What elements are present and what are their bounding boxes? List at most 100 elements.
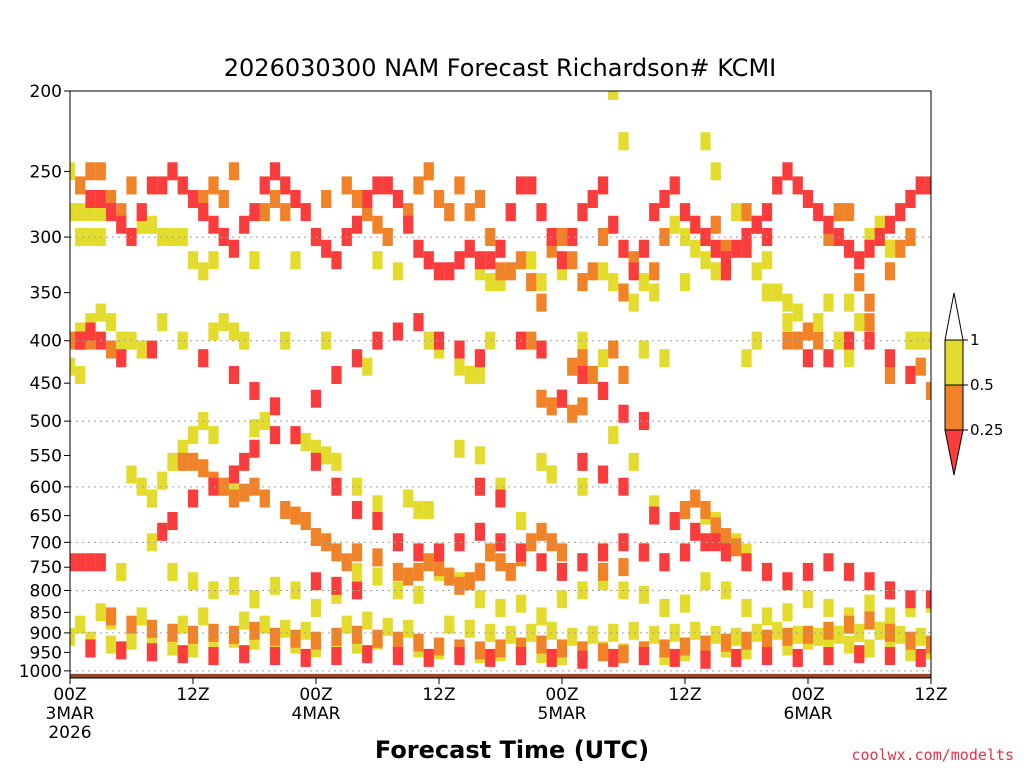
- heat-cell: [679, 203, 691, 222]
- heat-cell: [915, 357, 926, 376]
- heat-cell: [567, 627, 578, 646]
- heat-cell: [146, 533, 158, 552]
- heat-cell: [577, 349, 588, 368]
- heat-cell: [269, 627, 281, 646]
- heat-cell: [515, 543, 527, 562]
- heat-cell: [413, 585, 424, 604]
- heat-cell: [628, 251, 639, 270]
- heat-cell: [536, 293, 547, 312]
- heat-cell: [464, 203, 475, 222]
- heat-cell: [515, 637, 527, 656]
- heat-cell: [300, 203, 311, 222]
- heat-cell: [474, 349, 486, 368]
- heat-cell: [239, 611, 250, 630]
- heat-cell: [464, 572, 475, 591]
- heat-cell: [474, 562, 486, 581]
- heat-cell: [638, 412, 650, 431]
- heat-cell: [802, 190, 814, 209]
- heat-cell: [597, 543, 609, 562]
- x-tick-label: 12Z: [176, 685, 209, 705]
- heat-cell: [146, 340, 158, 359]
- heat-cell: [536, 635, 547, 654]
- heat-cell: [669, 176, 680, 195]
- heat-cell: [854, 273, 865, 292]
- heat-cell: [351, 625, 363, 644]
- heat-cell: [382, 617, 393, 636]
- heat-cell: [515, 594, 527, 613]
- heat-cell: [269, 647, 281, 666]
- heat-cell: [259, 176, 270, 195]
- y-tick-label: 500: [30, 412, 62, 432]
- heat-cell: [310, 631, 322, 650]
- heat-cell: [116, 641, 127, 660]
- heat-cell: [300, 512, 311, 531]
- heat-cell: [597, 176, 609, 195]
- colorbar-segment: [944, 384, 964, 431]
- heat-cell: [843, 239, 855, 258]
- x-tick-label: 12Z: [422, 685, 455, 705]
- heat-cell: [556, 562, 568, 581]
- heat-cell: [495, 553, 506, 572]
- heat-cell: [105, 607, 117, 626]
- y-tick-label: 600: [30, 478, 62, 498]
- x-tick-label: 12Z: [668, 685, 701, 705]
- heat-cell: [515, 512, 527, 531]
- heat-cell: [587, 190, 598, 209]
- heat-cell: [290, 190, 301, 209]
- heat-cell: [85, 203, 96, 222]
- heat-cell: [372, 629, 383, 648]
- heat-cell: [731, 627, 742, 646]
- y-tick-label: 850: [30, 603, 62, 623]
- heat-cell: [228, 322, 240, 341]
- heat-cell: [474, 251, 486, 270]
- heat-cell: [700, 635, 711, 654]
- heat-cell: [187, 625, 199, 644]
- heat-cell: [157, 176, 168, 195]
- heat-cell: [577, 553, 588, 572]
- heat-cell: [618, 558, 629, 577]
- heat-cell: [269, 190, 281, 209]
- heat-cell: [228, 162, 240, 181]
- credit-link[interactable]: coolwx.com/modelts: [851, 746, 1014, 764]
- heat-cell: [116, 349, 127, 368]
- heat-cell: [321, 239, 332, 258]
- heat-cell: [331, 365, 342, 384]
- y-tick-label: 650: [30, 507, 62, 527]
- heat-cell: [485, 251, 496, 270]
- heat-cell: [618, 283, 629, 302]
- heat-cell: [546, 465, 557, 484]
- heat-cell: [700, 227, 711, 246]
- heat-cell: [720, 251, 732, 270]
- heat-cell: [239, 215, 250, 234]
- heat-cell: [392, 190, 404, 209]
- heat-cell: [577, 397, 588, 416]
- heat-cell: [105, 340, 117, 359]
- heat-cell: [372, 512, 383, 531]
- heat-cell: [454, 576, 465, 595]
- x-tick-label: 12Z: [914, 685, 947, 705]
- heat-cell: [75, 331, 86, 350]
- heat-cell: [731, 538, 742, 557]
- heat-cell: [105, 635, 117, 654]
- heat-cell: [792, 648, 803, 667]
- heat-cell: [802, 322, 814, 341]
- heat-cell: [310, 598, 322, 617]
- heat-cell: [505, 625, 516, 644]
- heat-cell: [597, 465, 609, 484]
- heat-cell: [772, 283, 783, 302]
- heat-cell: [403, 489, 414, 508]
- heat-cell: [669, 512, 680, 531]
- heat-cell: [864, 611, 875, 630]
- heat-cell: [423, 331, 434, 350]
- heat-cell: [843, 562, 855, 581]
- heat-cell: [884, 365, 896, 384]
- heat-cell: [843, 615, 855, 634]
- heat-cell: [433, 190, 445, 209]
- heat-cell: [331, 647, 342, 666]
- heat-cell: [474, 641, 486, 660]
- heat-cell: [669, 648, 680, 667]
- heat-cell: [249, 621, 260, 640]
- heat-cell: [85, 313, 96, 332]
- heat-cell: [556, 639, 568, 658]
- heat-cell: [259, 412, 270, 431]
